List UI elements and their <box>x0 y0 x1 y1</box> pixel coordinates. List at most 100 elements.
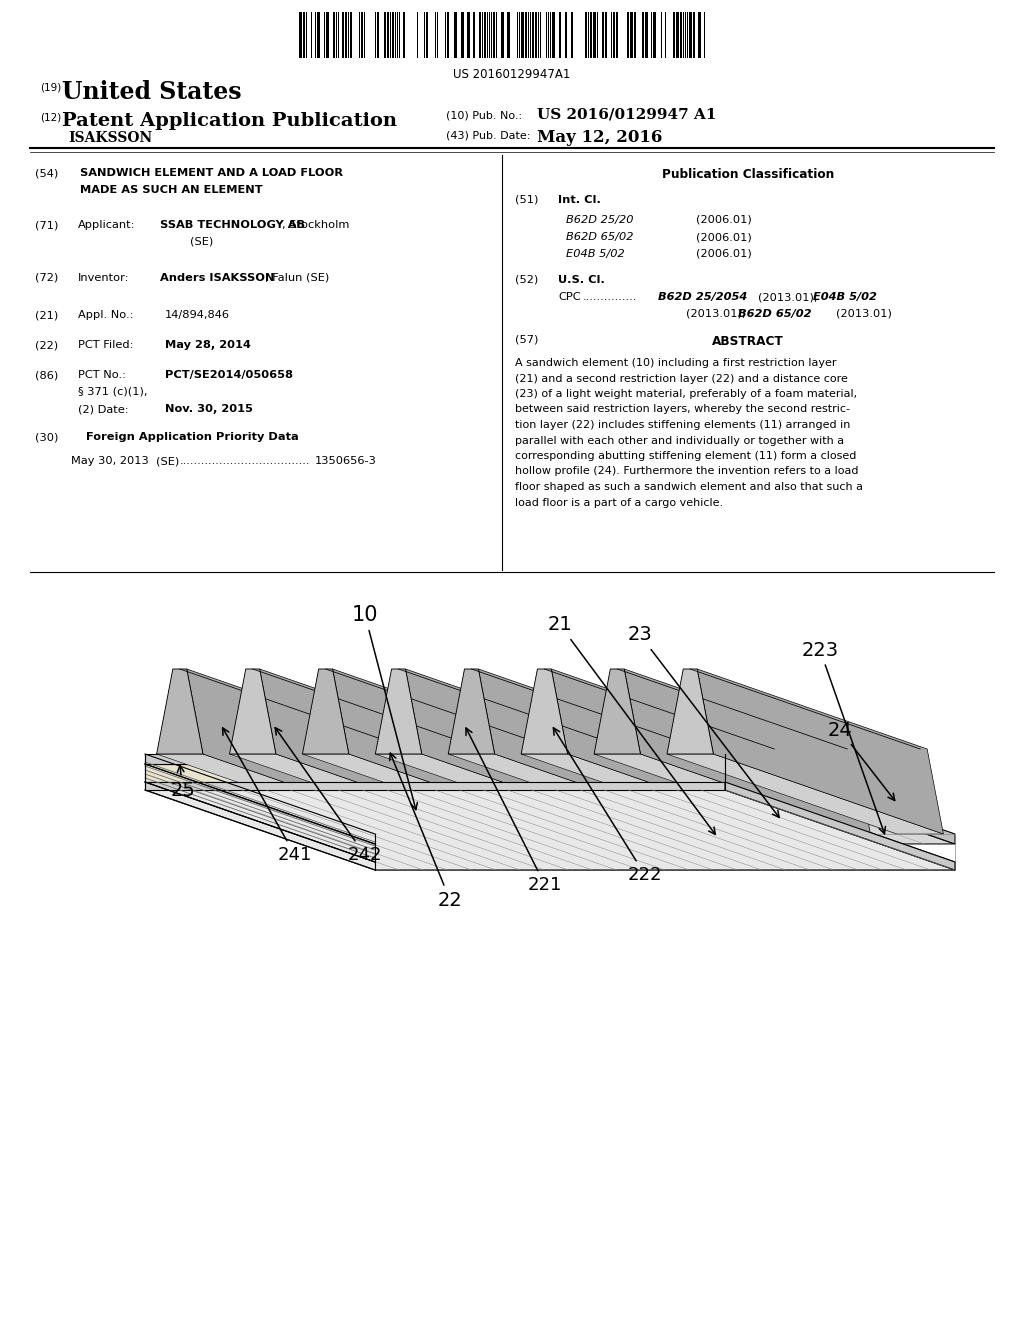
Text: 24: 24 <box>827 721 895 800</box>
Text: (12): (12) <box>40 112 61 121</box>
Text: tion layer (22) includes stiffening elements (11) arranged in: tion layer (22) includes stiffening elem… <box>515 420 850 430</box>
Text: (22): (22) <box>35 341 58 350</box>
Text: B62D 25/20: B62D 25/20 <box>566 215 634 224</box>
Text: (72): (72) <box>35 273 58 282</box>
Text: US 20160129947A1: US 20160129947A1 <box>454 69 570 81</box>
Text: (SE): (SE) <box>156 455 179 466</box>
Text: 221: 221 <box>466 729 562 894</box>
Text: B62D 65/02: B62D 65/02 <box>738 309 811 319</box>
Text: United States: United States <box>62 81 242 104</box>
Text: SSAB TECHNOLOGY AB: SSAB TECHNOLOGY AB <box>160 220 305 230</box>
Text: 241: 241 <box>222 727 312 865</box>
Text: Inventor:: Inventor: <box>78 273 129 282</box>
Polygon shape <box>594 754 870 834</box>
Polygon shape <box>667 669 714 754</box>
Text: B62D 25/2054: B62D 25/2054 <box>658 292 748 302</box>
Text: (2006.01): (2006.01) <box>696 232 752 242</box>
Polygon shape <box>157 669 203 754</box>
Polygon shape <box>302 754 579 834</box>
Text: (10) Pub. No.:: (10) Pub. No.: <box>446 110 522 120</box>
Text: E04B 5/02: E04B 5/02 <box>813 292 877 302</box>
Text: ....................................: .................................... <box>180 455 310 466</box>
Text: (2006.01): (2006.01) <box>696 215 752 224</box>
Text: ...............: ............... <box>583 292 637 302</box>
Polygon shape <box>145 764 725 781</box>
Text: (54): (54) <box>35 168 58 178</box>
Text: SANDWICH ELEMENT AND A LOAD FLOOR: SANDWICH ELEMENT AND A LOAD FLOOR <box>80 168 343 178</box>
Text: PCT Filed:: PCT Filed: <box>78 341 133 350</box>
Text: (52): (52) <box>515 275 539 285</box>
Text: PCT No.:: PCT No.: <box>78 370 126 380</box>
Text: , Stockholm: , Stockholm <box>282 220 349 230</box>
Polygon shape <box>478 669 725 834</box>
Text: 22: 22 <box>390 754 463 909</box>
Polygon shape <box>376 754 651 834</box>
Text: Foreign Application Priority Data: Foreign Application Priority Data <box>86 432 299 442</box>
Text: corresponding abutting stiffening element (11) form a closed: corresponding abutting stiffening elemen… <box>515 451 856 461</box>
Polygon shape <box>145 754 725 764</box>
Polygon shape <box>551 669 798 834</box>
Polygon shape <box>667 754 943 834</box>
Text: Nov. 30, 2015: Nov. 30, 2015 <box>165 404 253 414</box>
Text: (51): (51) <box>515 195 539 205</box>
Text: (21) and a second restriction layer (22) and a distance core: (21) and a second restriction layer (22)… <box>515 374 848 384</box>
Text: , Falun (SE): , Falun (SE) <box>265 273 330 282</box>
Polygon shape <box>229 669 275 754</box>
Text: 223: 223 <box>802 640 886 834</box>
Polygon shape <box>521 754 798 834</box>
Polygon shape <box>697 669 943 834</box>
Text: (21): (21) <box>35 310 58 319</box>
Text: Applicant:: Applicant: <box>78 220 135 230</box>
Polygon shape <box>145 764 955 843</box>
Text: Anders ISAKSSON: Anders ISAKSSON <box>160 273 274 282</box>
Text: Int. Cl.: Int. Cl. <box>558 195 601 205</box>
Polygon shape <box>725 781 955 870</box>
Polygon shape <box>145 781 725 789</box>
Text: hollow profile (24). Furthermore the invention refers to a load: hollow profile (24). Furthermore the inv… <box>515 466 858 477</box>
Text: 1350656-3: 1350656-3 <box>315 455 377 466</box>
Text: ISAKSSON: ISAKSSON <box>68 131 153 145</box>
Polygon shape <box>594 669 640 754</box>
Text: CPC: CPC <box>558 292 581 302</box>
Text: (2013.01);: (2013.01); <box>686 309 745 319</box>
Text: US 2016/0129947 A1: US 2016/0129947 A1 <box>537 108 717 121</box>
Text: 14/894,846: 14/894,846 <box>165 310 230 319</box>
Text: ABSTRACT: ABSTRACT <box>712 335 784 348</box>
Text: (2013.01);: (2013.01); <box>758 292 818 302</box>
Text: (2) Date:: (2) Date: <box>78 404 129 414</box>
Text: 10: 10 <box>352 605 418 809</box>
Text: (86): (86) <box>35 370 58 380</box>
Polygon shape <box>186 669 433 834</box>
Polygon shape <box>625 669 870 834</box>
Polygon shape <box>260 669 506 834</box>
Text: B62D 65/02: B62D 65/02 <box>566 232 634 242</box>
Text: (23) of a light weight material, preferably of a foam material,: (23) of a light weight material, prefera… <box>515 389 857 399</box>
Text: Appl. No.:: Appl. No.: <box>78 310 133 319</box>
Text: (43) Pub. Date:: (43) Pub. Date: <box>446 131 530 141</box>
Text: (2013.01): (2013.01) <box>836 309 892 319</box>
Polygon shape <box>521 669 567 754</box>
Text: E04B 5/02: E04B 5/02 <box>566 249 625 259</box>
Text: between said restriction layers, whereby the second restric-: between said restriction layers, whereby… <box>515 404 850 414</box>
Text: (2006.01): (2006.01) <box>696 249 752 259</box>
Text: (19): (19) <box>40 82 61 92</box>
Text: 25: 25 <box>170 766 195 800</box>
Polygon shape <box>449 669 495 754</box>
Text: MADE AS SUCH AN ELEMENT: MADE AS SUCH AN ELEMENT <box>80 185 262 195</box>
Polygon shape <box>376 669 422 754</box>
Polygon shape <box>145 781 955 862</box>
Polygon shape <box>302 669 349 754</box>
Text: May 30, 2013: May 30, 2013 <box>71 455 148 466</box>
Text: (30): (30) <box>35 432 58 442</box>
Text: May 12, 2016: May 12, 2016 <box>537 129 663 147</box>
Text: U.S. Cl.: U.S. Cl. <box>558 275 605 285</box>
Text: Publication Classification: Publication Classification <box>662 168 835 181</box>
Polygon shape <box>145 789 955 870</box>
Text: (SE): (SE) <box>190 238 213 247</box>
Text: 222: 222 <box>553 727 663 884</box>
Polygon shape <box>333 669 579 834</box>
Text: (57): (57) <box>515 335 539 345</box>
Text: 21: 21 <box>548 615 716 834</box>
Text: PCT/SE2014/050658: PCT/SE2014/050658 <box>165 370 293 380</box>
Text: § 371 (c)(1),: § 371 (c)(1), <box>78 387 147 397</box>
